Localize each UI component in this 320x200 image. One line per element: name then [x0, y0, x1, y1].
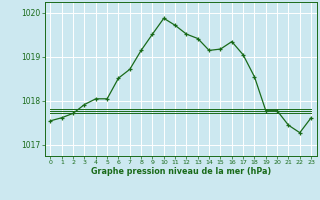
X-axis label: Graphe pression niveau de la mer (hPa): Graphe pression niveau de la mer (hPa): [91, 167, 271, 176]
